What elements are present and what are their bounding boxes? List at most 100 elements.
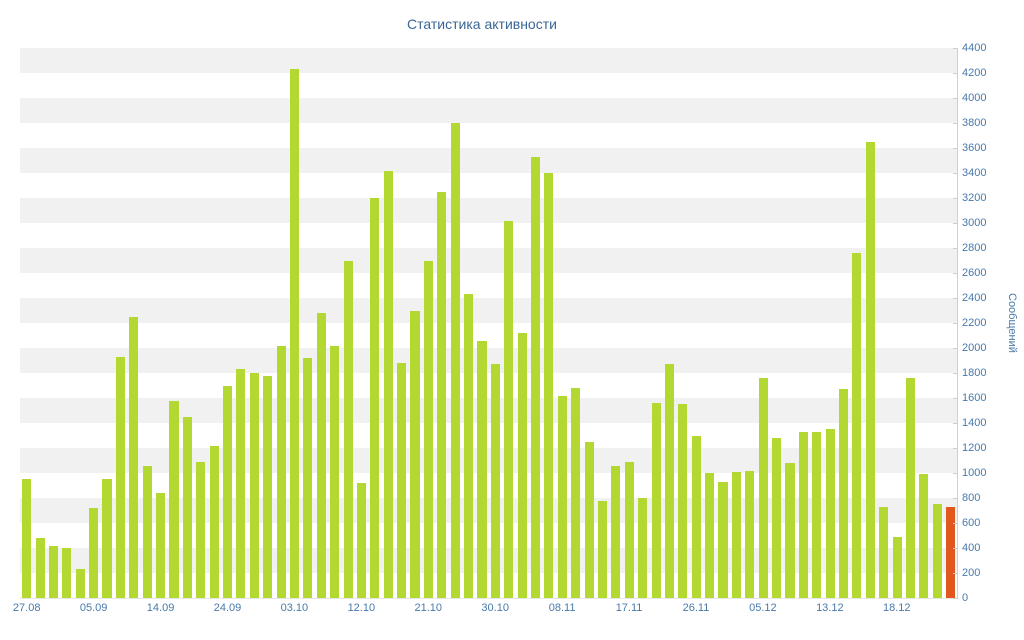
- x-tick-label: 18.12: [882, 602, 911, 614]
- y-tick-label: 3800: [962, 117, 987, 129]
- bar[interactable]: [718, 481, 728, 598]
- bar[interactable]: [731, 471, 741, 598]
- bar[interactable]: [504, 220, 514, 598]
- bar[interactable]: [356, 483, 366, 598]
- bar[interactable]: [865, 141, 875, 598]
- bar-slot: [422, 48, 435, 598]
- bar[interactable]: [557, 395, 567, 598]
- bar[interactable]: [450, 123, 460, 598]
- bar[interactable]: [785, 463, 795, 598]
- bar[interactable]: [932, 504, 942, 598]
- bar-slot: [435, 48, 448, 598]
- bar[interactable]: [330, 345, 340, 598]
- bar[interactable]: [289, 69, 300, 598]
- bar-slot: [716, 48, 729, 598]
- bar-slot: [60, 48, 73, 598]
- bar[interactable]: [410, 310, 420, 598]
- bar-slot: [649, 48, 662, 598]
- bar-slot: [127, 48, 140, 598]
- bar[interactable]: [182, 416, 192, 598]
- chart-title: Статистика активности: [407, 16, 557, 32]
- bar[interactable]: [423, 260, 433, 598]
- bar[interactable]: [343, 260, 353, 598]
- bar[interactable]: [169, 400, 179, 598]
- y-tick-mark: [953, 498, 958, 499]
- bar[interactable]: [638, 498, 648, 598]
- bar-slot: [823, 48, 836, 598]
- bar-slot: [154, 48, 167, 598]
- bar[interactable]: [263, 375, 273, 598]
- bar-slot: [636, 48, 649, 598]
- bar[interactable]: [892, 536, 902, 598]
- bar[interactable]: [236, 369, 246, 598]
- bar[interactable]: [691, 435, 701, 598]
- bar[interactable]: [745, 470, 755, 598]
- bar[interactable]: [905, 378, 916, 598]
- bar[interactable]: [838, 389, 849, 598]
- bar[interactable]: [597, 500, 608, 598]
- bar[interactable]: [303, 358, 313, 598]
- bar[interactable]: [571, 388, 581, 598]
- bar[interactable]: [437, 191, 447, 598]
- bar-slot: [703, 48, 716, 598]
- bar-slot: [770, 48, 783, 598]
- bar[interactable]: [477, 340, 487, 598]
- bar-slot: [181, 48, 194, 598]
- bar[interactable]: [852, 253, 862, 598]
- bar[interactable]: [62, 548, 72, 598]
- bar[interactable]: [316, 313, 326, 598]
- bar[interactable]: [705, 473, 715, 598]
- bar[interactable]: [812, 431, 822, 598]
- bar[interactable]: [490, 364, 500, 598]
- bar[interactable]: [75, 569, 85, 598]
- bar[interactable]: [664, 364, 674, 598]
- bar[interactable]: [464, 294, 474, 598]
- bar[interactable]: [758, 378, 768, 598]
- y-axis-title: Сообщений: [1006, 293, 1018, 353]
- bar-slot: [141, 48, 154, 598]
- bar-slot: [837, 48, 850, 598]
- x-tick-label: 03.10: [280, 602, 309, 614]
- bar[interactable]: [89, 508, 99, 598]
- bar[interactable]: [517, 333, 527, 598]
- bar[interactable]: [102, 479, 112, 598]
- bar-slot: [609, 48, 622, 598]
- bar[interactable]: [544, 173, 554, 598]
- bar[interactable]: [584, 441, 594, 598]
- bar[interactable]: [142, 465, 152, 598]
- bar[interactable]: [249, 373, 259, 598]
- bar[interactable]: [156, 493, 166, 598]
- bar[interactable]: [530, 156, 541, 598]
- bar[interactable]: [223, 385, 233, 598]
- bar[interactable]: [611, 465, 621, 598]
- bar-highlighted[interactable]: [946, 506, 956, 598]
- bar[interactable]: [397, 363, 407, 598]
- bar[interactable]: [651, 403, 661, 598]
- bar[interactable]: [48, 545, 59, 598]
- y-tick-label: 1600: [962, 392, 987, 404]
- bar[interactable]: [129, 316, 139, 598]
- bar[interactable]: [370, 198, 380, 598]
- bar-slot: [690, 48, 703, 598]
- bar[interactable]: [276, 345, 286, 598]
- bar-slot: [395, 48, 408, 598]
- bar[interactable]: [798, 431, 808, 598]
- bar-slot: [408, 48, 421, 598]
- bar[interactable]: [879, 506, 889, 598]
- bar[interactable]: [825, 429, 835, 598]
- bar[interactable]: [209, 445, 219, 598]
- y-tick-mark: [953, 198, 958, 199]
- bar[interactable]: [383, 170, 393, 598]
- bar[interactable]: [678, 404, 688, 598]
- bar-slot: [449, 48, 462, 598]
- bar[interactable]: [22, 479, 32, 598]
- y-tick-mark: [953, 123, 958, 124]
- bar[interactable]: [115, 356, 125, 598]
- bar[interactable]: [196, 461, 206, 598]
- bar[interactable]: [919, 474, 929, 598]
- bar[interactable]: [772, 438, 782, 598]
- bar-slot: [556, 48, 569, 598]
- bar[interactable]: [35, 538, 45, 598]
- y-tick-label: 3400: [962, 167, 987, 179]
- bar[interactable]: [624, 461, 634, 598]
